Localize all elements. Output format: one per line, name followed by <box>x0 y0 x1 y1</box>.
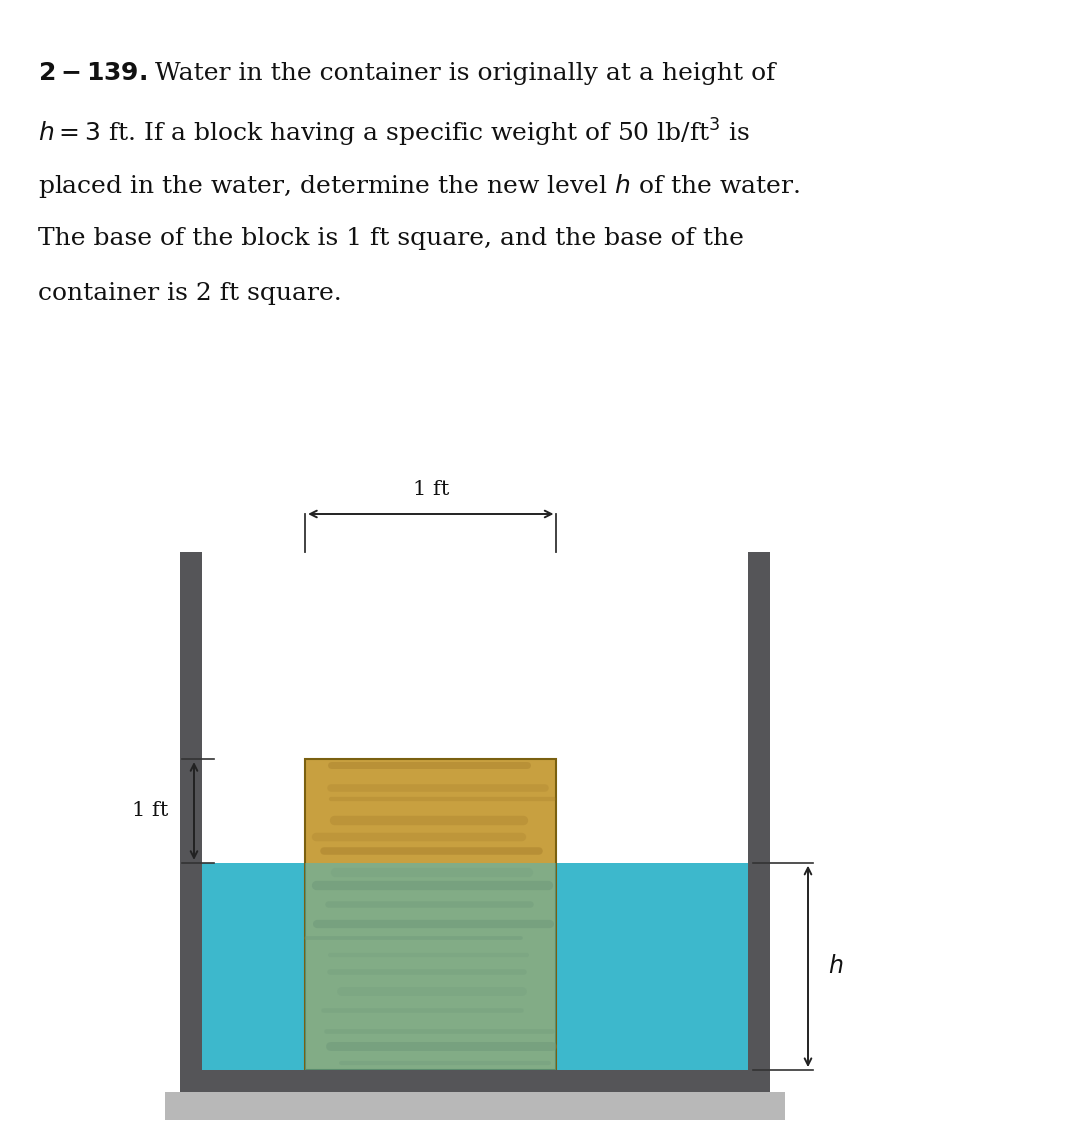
Bar <box>180 552 202 1070</box>
Bar <box>306 863 556 1070</box>
Bar <box>748 552 770 1070</box>
Bar <box>180 1070 770 1092</box>
Text: placed in the water, determine the new level $h$ of the water.: placed in the water, determine the new l… <box>38 172 800 200</box>
Text: 1 ft: 1 ft <box>132 802 168 820</box>
Bar <box>165 1092 785 1119</box>
Text: The base of the block is 1 ft square, and the base of the: The base of the block is 1 ft square, an… <box>38 227 744 250</box>
Bar <box>306 759 556 1070</box>
Text: Water in the container is originally at a height of: Water in the container is originally at … <box>156 62 775 85</box>
Text: 1 ft: 1 ft <box>413 479 449 499</box>
Bar <box>202 863 748 1070</box>
Text: $h$: $h$ <box>828 955 843 978</box>
Text: $\mathbf{2-139.}$: $\mathbf{2-139.}$ <box>38 62 147 85</box>
Text: $h = 3$ ft. If a block having a specific weight of 50 lb/ft$^3$ is: $h = 3$ ft. If a block having a specific… <box>38 117 750 149</box>
Text: container is 2 ft square.: container is 2 ft square. <box>38 282 341 305</box>
